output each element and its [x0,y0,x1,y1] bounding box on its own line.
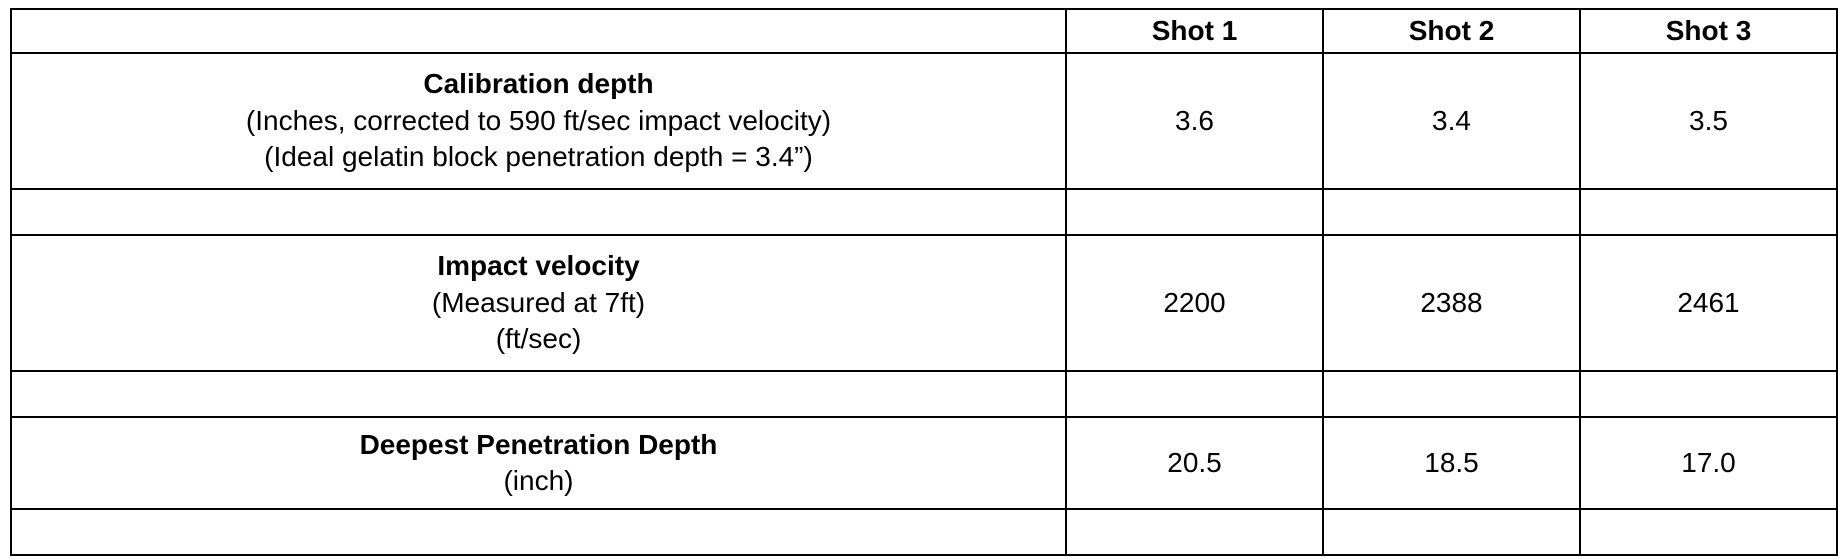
empty-cell [1579,188,1838,236]
data-table: Shot 1 Shot 2 Shot 3 Calibration depth (… [10,8,1838,556]
value-cell-shot-3: 3.5 [1579,52,1838,190]
row-label-cell: Deepest Penetration Depth (inch) [10,416,1067,510]
empty-cell [10,508,1067,556]
table-row-spacer [10,370,1838,418]
value-cell-shot-1: 2200 [1065,234,1324,372]
empty-cell [1322,508,1581,556]
value-cell-shot-3: 17.0 [1579,416,1838,510]
row-label-subtitle: (Ideal gelatin block penetration depth =… [264,141,813,173]
empty-cell [1065,188,1324,236]
header-shot-3: Shot 3 [1579,8,1838,54]
header-shot-2: Shot 2 [1322,8,1581,54]
empty-cell [1322,370,1581,418]
value-cell-shot-2: 18.5 [1322,416,1581,510]
value-cell-shot-1: 3.6 [1065,52,1324,190]
empty-cell [1322,188,1581,236]
empty-cell [1579,508,1838,556]
value-cell-shot-2: 2388 [1322,234,1581,372]
table-row-spacer [10,188,1838,236]
header-shot-1: Shot 1 [1065,8,1324,54]
table-row-calibration-depth: Calibration depth (Inches, corrected to … [10,52,1838,190]
row-label-subtitle: (Inches, corrected to 590 ft/sec impact … [245,104,832,136]
value-cell-shot-2: 3.4 [1322,52,1581,190]
row-label-cell: Impact velocity (Measured at 7ft) (ft/se… [10,234,1067,372]
row-label-subtitle: (inch) [503,465,574,496]
header-row: Shot 1 Shot 2 Shot 3 [10,8,1838,54]
empty-cell [10,188,1067,236]
empty-cell [1579,370,1838,418]
row-label-subtitle: (ft/sec) [495,323,582,355]
empty-cell [1065,508,1324,556]
row-label-title: Deepest Penetration Depth [359,428,718,460]
header-cell-empty [10,8,1067,54]
table-row-spacer [10,508,1838,556]
table-row-deepest-penetration: Deepest Penetration Depth (inch) 20.5 18… [10,416,1838,510]
value-cell-shot-3: 2461 [1579,234,1838,372]
value-cell-shot-1: 20.5 [1065,416,1324,510]
empty-cell [10,370,1067,418]
row-label-subtitle: (Measured at 7ft) [431,286,646,318]
table-row-impact-velocity: Impact velocity (Measured at 7ft) (ft/se… [10,234,1838,372]
row-label-title: Calibration depth [423,68,654,100]
empty-cell [1065,370,1324,418]
row-label-title: Impact velocity [437,250,640,282]
row-label-cell: Calibration depth (Inches, corrected to … [10,52,1067,190]
